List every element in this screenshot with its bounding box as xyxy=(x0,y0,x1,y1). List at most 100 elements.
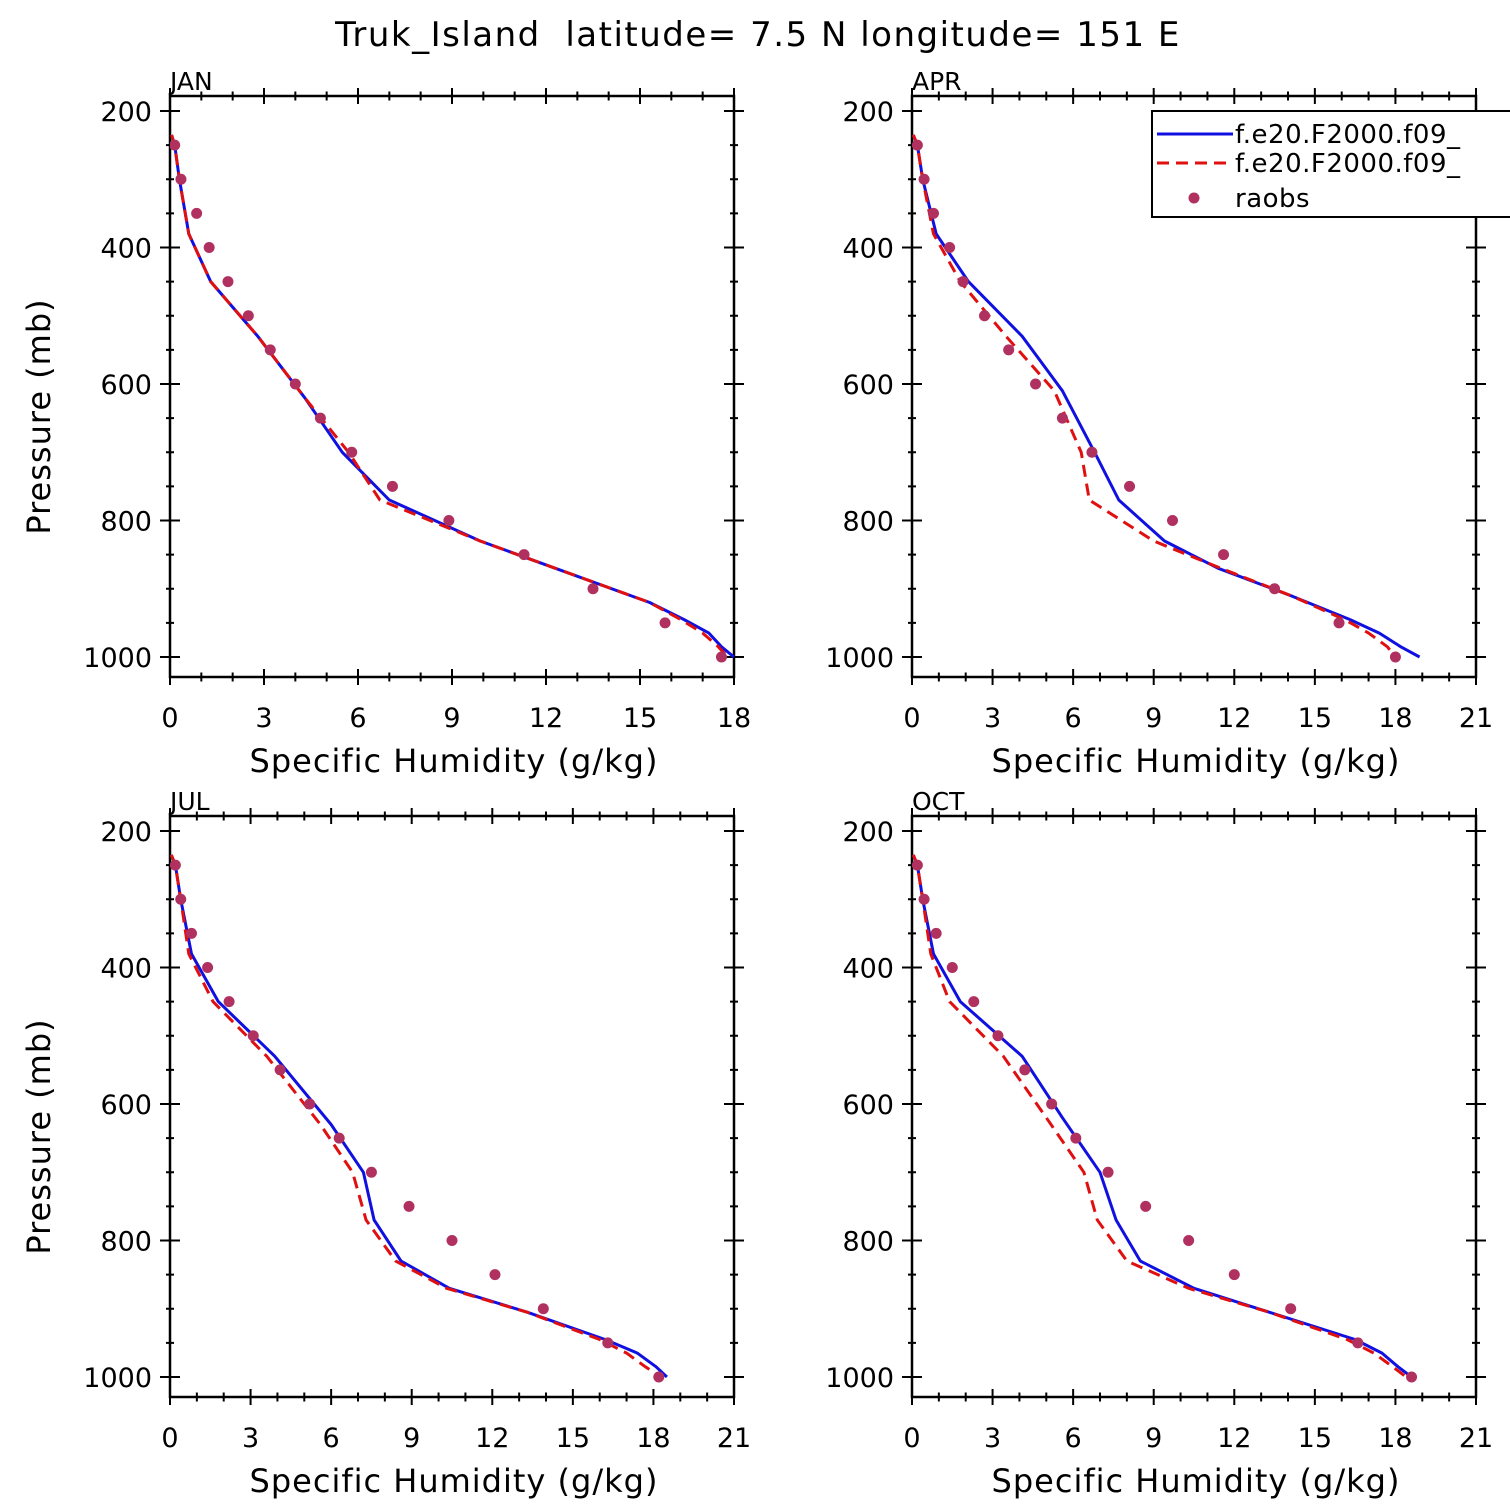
raobs-point xyxy=(1269,583,1281,595)
raobs-point xyxy=(1019,1064,1031,1076)
raobs-point xyxy=(446,1235,458,1246)
raobs-point xyxy=(175,893,187,905)
raobs-point xyxy=(957,276,969,288)
y-axis-label: Pressure (mb) xyxy=(20,1018,58,1254)
y-tick-label: 400 xyxy=(842,954,894,985)
raobs-point xyxy=(1285,1303,1297,1315)
raobs-point xyxy=(314,412,326,424)
x-tick-label: 21 xyxy=(1459,1423,1493,1454)
raobs-point xyxy=(1333,617,1345,629)
raobs-point xyxy=(365,1166,377,1178)
x-tick-label: 18 xyxy=(1378,1423,1412,1454)
raobs-point xyxy=(918,893,930,905)
legend-label: f.e20.F2000.f09_ xyxy=(1235,120,1461,150)
raobs-point xyxy=(289,378,301,390)
x-tick-label: 9 xyxy=(1145,703,1162,734)
y-tick-label: 200 xyxy=(842,817,894,848)
x-tick-label: 6 xyxy=(323,1423,340,1454)
series-line-solid xyxy=(912,854,1413,1379)
x-tick-label: 9 xyxy=(443,703,460,734)
x-tick-label: 3 xyxy=(255,703,272,734)
x-tick-label: 12 xyxy=(529,703,563,734)
series-line-dashed xyxy=(912,134,1397,658)
x-tick-label: 18 xyxy=(1378,703,1412,734)
raobs-point xyxy=(242,310,254,322)
series-line-solid xyxy=(170,134,735,659)
x-axis-label: Specific Humidity (g/kg) xyxy=(250,1462,659,1500)
raobs-point xyxy=(222,276,234,288)
legend-label: f.e20.F2000.f09_ xyxy=(1235,149,1461,179)
x-tick-label: 0 xyxy=(161,1423,178,1454)
raobs-point xyxy=(1183,1235,1195,1246)
chart-title: Truk_Island latitude= 7.5 N longitude= 1… xyxy=(334,15,1181,55)
raobs-point xyxy=(944,242,956,253)
x-tick-label: 15 xyxy=(1298,1423,1332,1454)
x-tick-label: 6 xyxy=(349,703,366,734)
plot-area xyxy=(912,854,1418,1383)
plot-frame xyxy=(910,94,1478,679)
raobs-point xyxy=(1228,1269,1240,1281)
y-tick-label: 800 xyxy=(100,1227,152,1258)
x-tick-label: 21 xyxy=(1459,703,1493,734)
x-tick-label: 12 xyxy=(1217,1423,1251,1454)
raobs-point xyxy=(992,1030,1004,1042)
raobs-point xyxy=(1003,344,1015,356)
raobs-point xyxy=(1030,378,1042,390)
raobs-point xyxy=(170,859,181,871)
raobs-point xyxy=(927,207,939,219)
raobs-point xyxy=(1046,1098,1058,1110)
raobs-point xyxy=(223,996,235,1008)
x-axis-label: Specific Humidity (g/kg) xyxy=(992,742,1401,780)
raobs-point xyxy=(715,651,727,663)
panel-label: JAN xyxy=(168,67,213,96)
raobs-point xyxy=(918,173,930,185)
plot-frame xyxy=(168,94,736,679)
y-tick-label: 200 xyxy=(100,817,152,848)
y-tick-label: 1000 xyxy=(825,1363,894,1394)
x-tick-label: 18 xyxy=(636,1423,670,1454)
raobs-point xyxy=(1056,412,1068,424)
series-line-dashed xyxy=(170,134,729,659)
raobs-point xyxy=(1086,446,1098,458)
y-tick-label: 600 xyxy=(100,370,152,401)
legend-marker xyxy=(1188,192,1200,204)
raobs-point xyxy=(968,996,980,1008)
raobs-point xyxy=(1352,1337,1364,1349)
y-tick-label: 1000 xyxy=(83,1363,152,1394)
plot-area xyxy=(170,854,668,1383)
raobs-point xyxy=(1406,1371,1418,1383)
y-tick-label: 800 xyxy=(842,1227,894,1258)
raobs-point xyxy=(930,927,942,939)
y-tick-label: 400 xyxy=(842,234,894,265)
panel-oct: OCT 200 400 600 800 1000 0 3 6 9 12 15 18 21 Specific … xyxy=(825,787,1493,1500)
raobs-point xyxy=(274,1064,286,1076)
raobs-point xyxy=(979,310,991,322)
raobs-point xyxy=(346,446,358,458)
raobs-point xyxy=(1140,1200,1152,1212)
raobs-point xyxy=(247,1030,259,1042)
raobs-point xyxy=(264,344,276,356)
y-tick-label: 200 xyxy=(842,97,894,128)
plot-frame xyxy=(168,814,736,1399)
y-tick-label: 800 xyxy=(842,507,894,538)
x-tick-label: 0 xyxy=(903,703,920,734)
raobs-point xyxy=(1167,515,1179,526)
x-tick-label: 3 xyxy=(984,703,1001,734)
panel-label: OCT xyxy=(912,787,965,816)
x-tick-label: 6 xyxy=(1065,1423,1082,1454)
raobs-point xyxy=(203,242,215,253)
y-tick-label: 600 xyxy=(100,1090,152,1121)
raobs-point xyxy=(1389,651,1401,663)
x-tick-label: 9 xyxy=(1145,1423,1162,1454)
x-tick-label: 15 xyxy=(556,1423,590,1454)
x-tick-label: 3 xyxy=(984,1423,1001,1454)
raobs-point xyxy=(912,139,923,151)
x-axis-label: Specific Humidity (g/kg) xyxy=(250,742,659,780)
x-tick-label: 3 xyxy=(242,1423,259,1454)
x-tick-label: 0 xyxy=(161,703,178,734)
raobs-point xyxy=(518,549,530,561)
x-tick-label: 15 xyxy=(1298,703,1332,734)
raobs-point xyxy=(191,207,203,219)
raobs-point xyxy=(587,583,599,595)
raobs-point xyxy=(1070,1132,1082,1144)
